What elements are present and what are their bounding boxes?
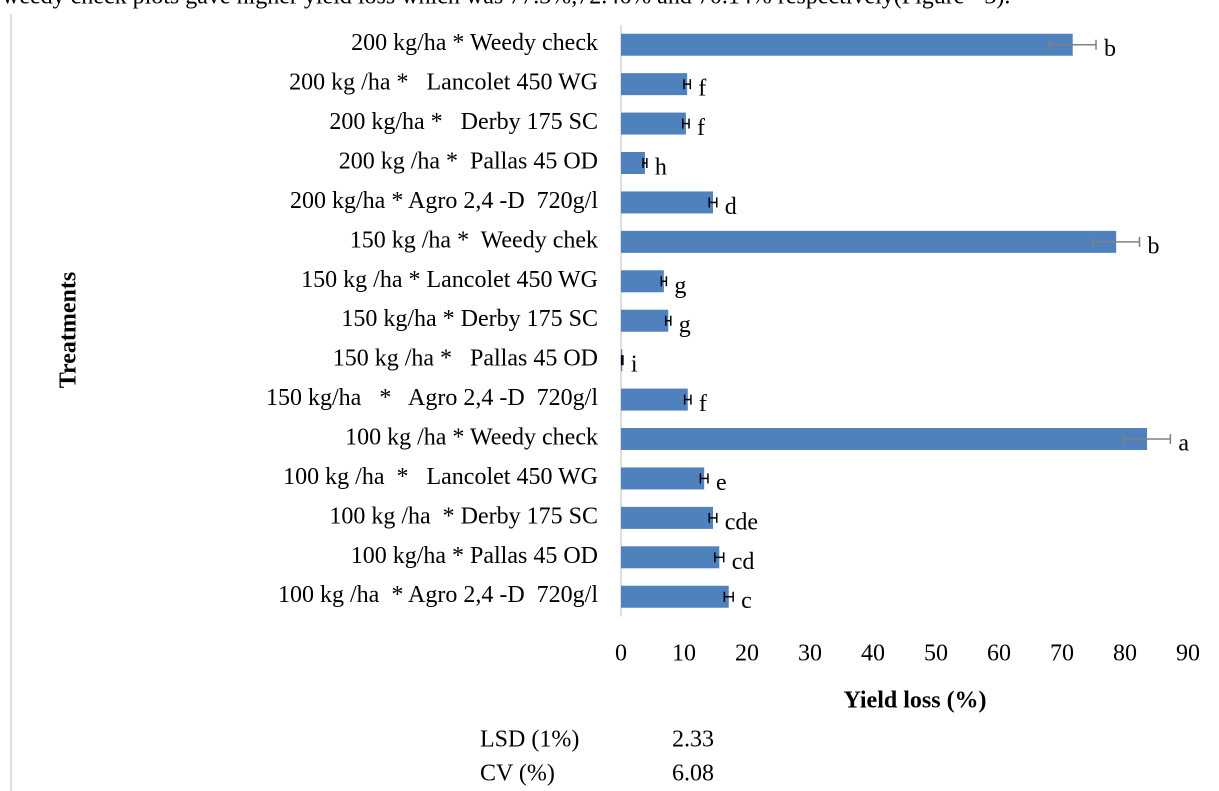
significance-letter: cde	[725, 509, 758, 535]
bar	[621, 112, 686, 135]
category-label: 150 kg/ha * Agro 2,4 -D 720g/l	[266, 385, 598, 411]
stat-value: 6.08	[672, 761, 714, 787]
error-bar	[683, 79, 692, 90]
x-tick-label: 20	[735, 641, 759, 667]
error-bar	[708, 512, 718, 523]
category-label: 100 kg/ha * Pallas 45 OD	[351, 543, 598, 569]
bar	[621, 191, 713, 214]
error-bar	[660, 276, 668, 287]
significance-letter: d	[725, 194, 737, 220]
error-bar	[620, 355, 624, 366]
category-label: 200 kg/ha * Weedy check	[351, 30, 598, 56]
category-label: 100 kg /ha * Agro 2,4 -D 720g/l	[278, 582, 598, 608]
significance-letter: f	[698, 76, 706, 102]
significance-letter: i	[631, 352, 638, 378]
x-tick-label: 70	[1050, 641, 1074, 667]
x-axis-title: Yield loss (%)	[843, 688, 986, 714]
x-tick-label: 10	[672, 641, 696, 667]
bar	[621, 428, 1148, 451]
error-bar	[1092, 236, 1141, 247]
bar	[621, 33, 1073, 56]
bar	[621, 467, 705, 490]
category-label: 100 kg /ha * Derby 175 SC	[329, 503, 598, 529]
error-bar	[681, 118, 690, 129]
context-text: weedy check plots gave higher yield loss…	[2, 0, 1010, 10]
significance-letter: h	[655, 155, 667, 181]
x-tick-label: 0	[615, 641, 627, 667]
bar	[621, 506, 713, 529]
significance-letter: f	[697, 115, 705, 141]
y-axis-title: Treatments	[56, 272, 82, 388]
error-bar	[714, 552, 725, 563]
bar	[621, 388, 688, 411]
stat-label: CV (%)	[480, 761, 555, 787]
error-bar	[723, 591, 734, 602]
significance-letter: a	[1178, 431, 1189, 457]
significance-letter: f	[699, 391, 707, 417]
category-label: 100 kg /ha * Lancolet 450 WG	[283, 464, 598, 490]
significance-letter: g	[674, 273, 686, 299]
category-label: 150 kg /ha * Lancolet 450 WG	[301, 267, 598, 293]
error-bar	[1122, 434, 1172, 445]
error-bar	[1048, 39, 1097, 50]
error-bar	[699, 473, 709, 484]
category-label: 150 kg /ha * Weedy chek	[350, 227, 598, 253]
bar	[621, 270, 664, 293]
category-label: 200 kg /ha * Pallas 45 OD	[339, 149, 598, 175]
significance-letter: c	[741, 588, 752, 614]
category-label: 150 kg /ha * Pallas 45 OD	[333, 346, 598, 372]
x-tick-label: 50	[924, 641, 948, 667]
bar	[621, 230, 1117, 253]
significance-letter: b	[1147, 233, 1159, 259]
significance-letter: cd	[732, 549, 755, 575]
x-tick-label: 30	[798, 641, 822, 667]
bar	[621, 585, 729, 608]
error-bar	[683, 394, 692, 405]
category-label: 200 kg/ha * Derby 175 SC	[329, 109, 598, 135]
category-label: 200 kg /ha * Lancolet 450 WG	[289, 70, 598, 96]
x-tick-label: 40	[861, 641, 885, 667]
category-label: 150 kg/ha * Derby 175 SC	[341, 306, 598, 332]
x-tick-label: 80	[1113, 641, 1137, 667]
significance-letter: e	[716, 470, 727, 496]
x-tick-label: 60	[987, 641, 1011, 667]
category-label: 100 kg /ha * Weedy check	[345, 425, 598, 451]
error-bar	[708, 197, 718, 208]
x-tick-label: 90	[1176, 641, 1200, 667]
bar	[621, 73, 688, 96]
category-label: 200 kg/ha * Agro 2,4 -D 720g/l	[290, 188, 598, 214]
bar	[621, 152, 645, 175]
bar	[621, 546, 720, 569]
error-bar	[664, 315, 672, 326]
stat-value: 2.33	[672, 727, 714, 753]
stat-label: LSD (1%)	[480, 727, 579, 753]
significance-letter: b	[1104, 36, 1116, 62]
significance-letter: g	[679, 312, 691, 338]
error-bar	[642, 158, 648, 169]
bar	[621, 309, 669, 332]
